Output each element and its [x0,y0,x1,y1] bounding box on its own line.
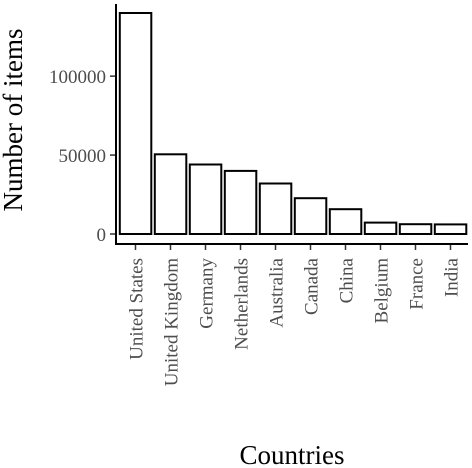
bar-france [398,223,433,235]
bar-germany [188,163,223,235]
x-tick-label: Germany [197,258,218,329]
bar-belgium [363,221,398,236]
x-axis-title: Countries [240,440,345,468]
bar-india [433,223,468,235]
bar-canada [293,197,328,235]
x-tick-label: India [442,257,463,297]
bar-australia [258,182,293,235]
x-axis-ticks: United States United Kingdom Germany Nether… [127,244,463,386]
x-tick-label: Canada [302,257,323,315]
y-tick-label: 100000 [49,67,106,88]
x-tick-label: United Kingdom [162,258,183,386]
y-axis-ticks: 0 50000 100000 [49,67,116,246]
bar-china [328,208,363,235]
x-tick-label: China [337,257,358,303]
y-axis-title: Number of items [0,29,28,212]
bars-group [118,12,468,236]
x-tick-label: France [407,258,428,310]
x-tick-label: Netherlands [232,258,253,350]
bar-united-states [118,12,153,235]
x-tick-label: United States [127,258,148,360]
x-tick-label: Belgium [372,258,393,324]
bar-united-kingdom [153,153,188,235]
bar-netherlands [223,169,258,235]
y-tick-label: 50000 [59,146,107,167]
x-tick-label: Australia [267,257,288,327]
y-tick-label: 0 [97,225,107,246]
